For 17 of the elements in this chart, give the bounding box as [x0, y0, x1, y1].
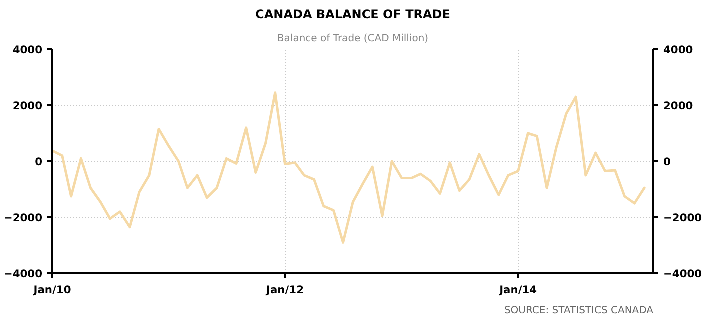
y-tick-label: −2000: [4, 212, 43, 224]
y-tick-label: −4000: [4, 268, 43, 280]
y2-tick-label: −4000: [664, 268, 702, 280]
y-tick-label: 0: [35, 156, 43, 168]
y2-tick-label: −2000: [664, 212, 702, 224]
chart-subtitle: Balance of Trade (CAD Million): [277, 34, 429, 44]
y-tick-label: 4000: [12, 44, 43, 56]
x-tick-label: Jan/10: [32, 284, 72, 296]
chart-title: CANADA BALANCE OF TRADE: [256, 8, 450, 22]
y-tick-label: 2000: [12, 100, 43, 112]
source-note: SOURCE: STATISTICS CANADA: [504, 306, 654, 316]
y2-tick-label: 4000: [664, 44, 694, 56]
line-series: [52, 92, 646, 244]
x-tick-label: Jan/12: [266, 284, 304, 296]
x-tick-label: Jan/14: [498, 284, 538, 296]
y2-tick-label: 2000: [664, 100, 694, 112]
y2-tick-label: 0: [664, 156, 671, 168]
